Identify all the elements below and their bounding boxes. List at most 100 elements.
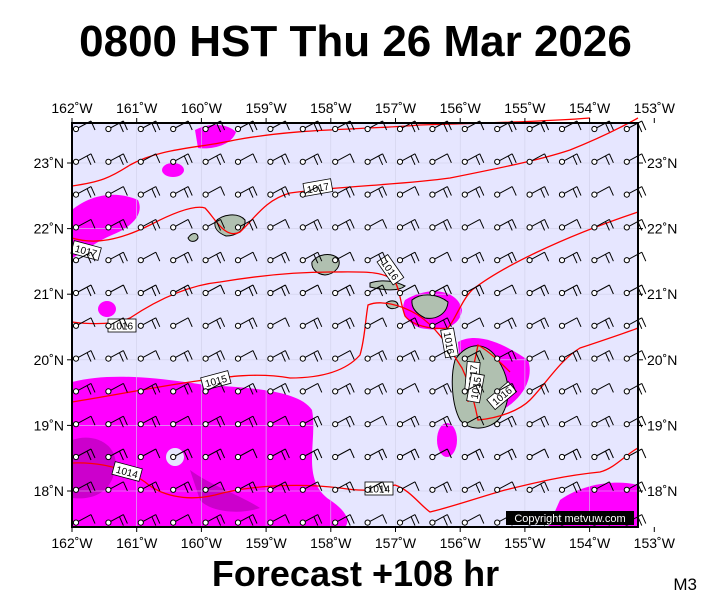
wind-barb: [137, 153, 161, 165]
wind-barb: [72, 382, 96, 395]
wind-barb: [591, 186, 614, 198]
wind-barb: [558, 284, 582, 297]
wind-barb: [591, 448, 614, 461]
wind-barb: [591, 415, 614, 428]
wind-barb: [364, 218, 388, 231]
wind-barb: [170, 186, 193, 198]
wind-barb: [234, 514, 258, 526]
lat-label: 23˚N: [647, 155, 677, 171]
wind-barb: [234, 382, 258, 395]
island-maui: [411, 294, 449, 319]
wind-barb: [494, 284, 517, 297]
lon-label: 159˚W: [245, 535, 287, 551]
wind-barb: [299, 350, 323, 362]
lon-label: 157˚W: [375, 100, 417, 116]
wind-barb: [396, 284, 420, 297]
isobar-label: 1016: [440, 327, 459, 359]
wind-barb: [526, 284, 550, 297]
wind-barb: [396, 317, 420, 330]
lon-label: 153˚W: [634, 100, 676, 116]
left-lat-labels: 23˚N 22˚N 21˚N 20˚N 19˚N 18˚N: [34, 155, 64, 499]
wind-barb: [299, 481, 323, 493]
wind-barb: [494, 218, 517, 231]
wind-barb: [267, 514, 290, 526]
wind-barb: [396, 514, 420, 526]
wind-barb: [364, 153, 388, 166]
wind-barb: [591, 120, 614, 133]
island-niihau: [187, 233, 199, 242]
lat-label: 20˚N: [34, 352, 64, 368]
wind-barb: [558, 153, 582, 166]
wind-barb: [396, 448, 420, 461]
svg-text:1016: 1016: [441, 331, 456, 355]
wind-barb: [267, 251, 290, 264]
wind-barb: [267, 218, 290, 231]
wind-barb: [299, 284, 323, 297]
wind-barb: [170, 514, 193, 526]
wind-barb: [461, 186, 485, 198]
wind-barb: [623, 251, 647, 264]
wind-barb: [558, 350, 582, 362]
wind-barb: [526, 218, 550, 231]
wind-barb: [170, 218, 193, 231]
wind-barb: [494, 382, 517, 395]
wind-barb: [202, 153, 226, 166]
wind-barb: [105, 317, 128, 330]
wind-barb: [137, 415, 161, 428]
wind-barb: [299, 514, 323, 526]
wind-barb: [526, 186, 550, 198]
wind-barb: [429, 186, 452, 198]
wind-barb: [170, 317, 193, 329]
wind-barb: [494, 153, 517, 166]
wind-barb: [299, 120, 323, 133]
wind-barb: [202, 382, 226, 395]
wind-barb: [332, 350, 355, 362]
wind-barb: [364, 415, 388, 428]
wind-barb: [299, 218, 323, 231]
wind-barb: [526, 153, 550, 165]
wind-barb: [267, 448, 290, 461]
wind-barb: [396, 382, 420, 395]
wind-barb: [267, 153, 290, 166]
wind-barb: [494, 186, 517, 198]
wind-barb: [526, 350, 550, 362]
wind-barb: [494, 350, 517, 362]
wind-barb: [364, 251, 388, 264]
forecast-subtitle: Forecast +108 hr: [211, 553, 500, 594]
wind-barb: [137, 251, 161, 264]
wind-barb: [332, 481, 355, 494]
wind-barb: [591, 481, 614, 493]
wind-barb: [137, 350, 161, 362]
wind-barb: [591, 317, 614, 330]
wind-barb: [72, 415, 96, 428]
wind-barb: [461, 415, 485, 428]
wind-barb: [461, 218, 485, 231]
right-lat-labels: 23˚N 22˚N 21˚N 20˚N 19˚N 18˚N: [647, 155, 677, 499]
forecast-title: 0800 HST Thu 26 Mar 2026: [79, 17, 632, 66]
wind-barb: [72, 153, 96, 166]
wind-barb: [72, 251, 96, 264]
wind-barb: [137, 481, 161, 494]
copyright-box: [506, 511, 634, 525]
wind-barb: [105, 382, 128, 395]
wind-barb: [558, 317, 582, 329]
wind-barb: [396, 218, 420, 231]
wind-barb: [396, 186, 420, 198]
wind-barb: [202, 251, 226, 264]
wind-barb: [202, 514, 226, 526]
wind-barb: [234, 481, 258, 494]
lat-label: 21˚N: [34, 286, 64, 302]
lon-label: 161˚W: [116, 535, 158, 551]
wind-barb: [299, 186, 323, 198]
model-tag: M3: [673, 575, 697, 594]
lon-label: 158˚W: [310, 100, 352, 116]
wind-barb: [591, 382, 614, 395]
wind-barb: [105, 481, 128, 493]
wind-barb: [202, 284, 226, 297]
wind-barb: [202, 317, 226, 330]
wind-barb: [623, 218, 647, 231]
wind-barb: [72, 350, 96, 362]
wind-barb: [332, 251, 355, 264]
wind-barb: [526, 251, 550, 264]
